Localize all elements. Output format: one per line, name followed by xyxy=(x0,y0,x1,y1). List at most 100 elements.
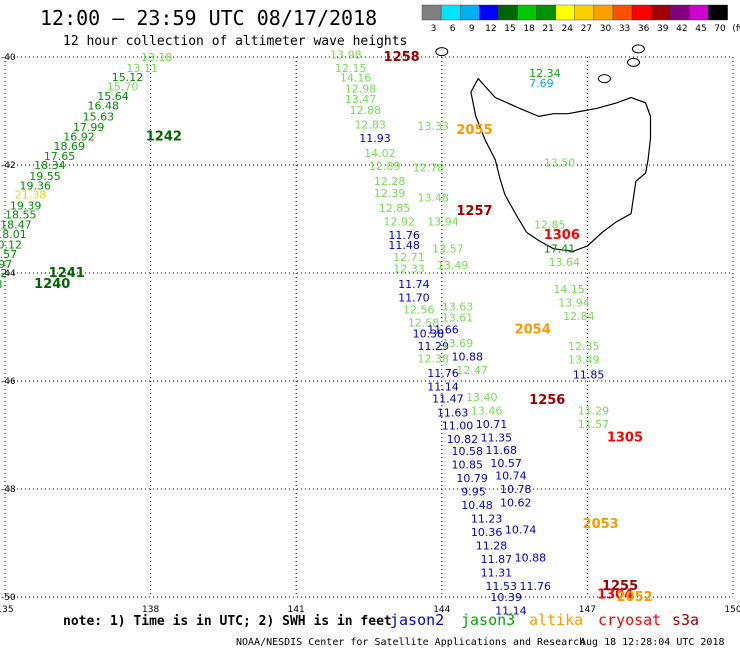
swh-value: 17.99 xyxy=(73,121,105,134)
swh-value: 12.28 xyxy=(374,175,406,188)
swh-value: 16.48 xyxy=(88,100,120,113)
swh-value: 19.39 xyxy=(10,200,42,213)
swh-value: 11.93 xyxy=(359,132,391,145)
swh-value: 13.40 xyxy=(466,391,498,404)
swh-value: 11.87 xyxy=(481,553,513,566)
swh-value: 12.15 xyxy=(335,62,367,75)
swh-value: 14.15 xyxy=(553,283,585,296)
lat-label: -50 xyxy=(1,593,16,603)
swh-value: 19.36 xyxy=(20,180,51,193)
swh-value: 13.63 xyxy=(442,300,474,313)
swh-value: 13.64 xyxy=(549,256,581,269)
track-id-label: 2052 xyxy=(617,590,653,605)
swh-value: 18.69 xyxy=(54,140,86,153)
lat-label: -46 xyxy=(1,377,16,387)
lon-label: 144 xyxy=(433,605,450,615)
swh-value: 10.85 xyxy=(452,459,484,472)
swh-value: 11.14 xyxy=(495,605,526,618)
swh-value: 11.35 xyxy=(481,432,513,445)
swh-value: 13.47 xyxy=(345,93,377,106)
swh-value: 10.88 xyxy=(515,552,547,565)
swh-value: 15.12 xyxy=(112,71,144,84)
colorbar-swatch xyxy=(631,4,652,21)
colorbar-label: 42 xyxy=(676,24,687,34)
colorbar-swatch xyxy=(517,4,537,21)
page-title: 12:00 – 23:59 UTC 08/17/2018 xyxy=(40,6,377,30)
swh-value: 9.95 xyxy=(461,486,486,499)
swh-value: 18.97 xyxy=(0,258,12,271)
satellite-legend: jason2 jason3 altika cryosat s3a xyxy=(390,611,699,629)
swh-value: 12.71 xyxy=(393,251,425,264)
swh-value: 18.08 xyxy=(0,278,3,291)
footer-timestamp: Aug 18 12:28:04 UTC 2018 xyxy=(580,637,725,648)
lat-lon-grid xyxy=(4,56,734,598)
track-id-label: 1242 xyxy=(146,129,182,144)
swh-value: 12.39 xyxy=(374,187,406,200)
swh-value: 7.69 xyxy=(529,77,554,90)
page-subtitle: 12 hour collection of altimeter wave hei… xyxy=(63,34,407,49)
colorbar-label: 27 xyxy=(581,24,592,34)
swh-value: 12.92 xyxy=(384,216,416,229)
swh-value: 12.35 xyxy=(568,340,600,353)
swh-value: 13.48 xyxy=(418,191,450,204)
colorbar-label: 18 xyxy=(523,24,535,34)
track-id-label: 1258 xyxy=(384,50,420,65)
colorbar-label: 45 xyxy=(695,24,706,34)
swh-value: 18.34 xyxy=(34,159,65,172)
swh-value: 20.12 xyxy=(0,238,22,251)
swh-value: 15.63 xyxy=(83,110,115,123)
swh-value: 10.58 xyxy=(452,445,484,458)
swh-value: 12.56 xyxy=(403,304,435,317)
swh-value: 10.57 xyxy=(490,457,522,470)
track-id-label: 2053 xyxy=(583,517,619,532)
lon-label: 135 xyxy=(0,605,14,615)
swh-value: 13.49 xyxy=(568,353,600,366)
swh-value: 10.82 xyxy=(447,433,479,446)
note-text: note: 1) Time is in UTC; 2) SWH is in fe… xyxy=(63,614,392,629)
colorbar-label: 70 xyxy=(714,24,726,34)
colorbar-swatch xyxy=(421,4,442,21)
track-id-label: 1255 xyxy=(602,579,638,594)
colorbar-label: (ft) xyxy=(732,24,740,34)
swh-value: 11.48 xyxy=(388,239,420,252)
swh-value: 10.39 xyxy=(490,591,522,604)
colorbar-label: 6 xyxy=(450,24,456,34)
swh-value: 12.89 xyxy=(369,160,401,173)
swh-value: 13.69 xyxy=(442,337,474,350)
lat-label: -40 xyxy=(1,53,16,63)
swh-value: 10.62 xyxy=(500,497,532,510)
swh-value: 10.79 xyxy=(456,472,488,485)
colorbar-label: 30 xyxy=(600,24,612,34)
island-outline xyxy=(435,47,449,57)
longitude-labels: 135 138 141 144 147 150 xyxy=(0,605,740,615)
swh-value: 11.76 xyxy=(427,367,459,380)
swh-value: 12.88 xyxy=(350,104,382,117)
colorbar-swatch xyxy=(670,4,690,21)
swh-value: 11.57 xyxy=(578,418,610,431)
colorbar-label: 21 xyxy=(542,24,553,34)
swh-value: 19.55 xyxy=(29,170,61,183)
swh-value: 12.83 xyxy=(354,119,386,132)
colorbar-swatch xyxy=(460,4,480,21)
swh-value: 11.74 xyxy=(398,278,430,291)
swh-value: 11.29 xyxy=(578,405,610,418)
swh-value: 13.98 xyxy=(330,48,362,61)
swh-value: 11.47 xyxy=(432,392,464,405)
colorbar-swatch xyxy=(593,4,614,21)
swh-value: 13.33 xyxy=(418,120,450,133)
swh-value: 13.94 xyxy=(427,216,459,229)
lon-label: 141 xyxy=(288,605,305,615)
swh-value: 12.98 xyxy=(345,82,377,95)
satellite-legend-item: jason3 xyxy=(461,611,515,629)
colorbar-swatch xyxy=(651,4,671,21)
swh-value: 11.68 xyxy=(485,444,516,457)
swh-value: 11.29 xyxy=(418,340,450,353)
swh-value: 11.28 xyxy=(476,540,508,553)
satellite-legend-item: cryosat xyxy=(598,611,661,629)
track-id-label: 1305 xyxy=(607,431,643,446)
tasmania-coastline xyxy=(435,44,652,253)
swh-value: 12.85 xyxy=(379,202,411,215)
swh-value: 12.47 xyxy=(456,364,488,377)
